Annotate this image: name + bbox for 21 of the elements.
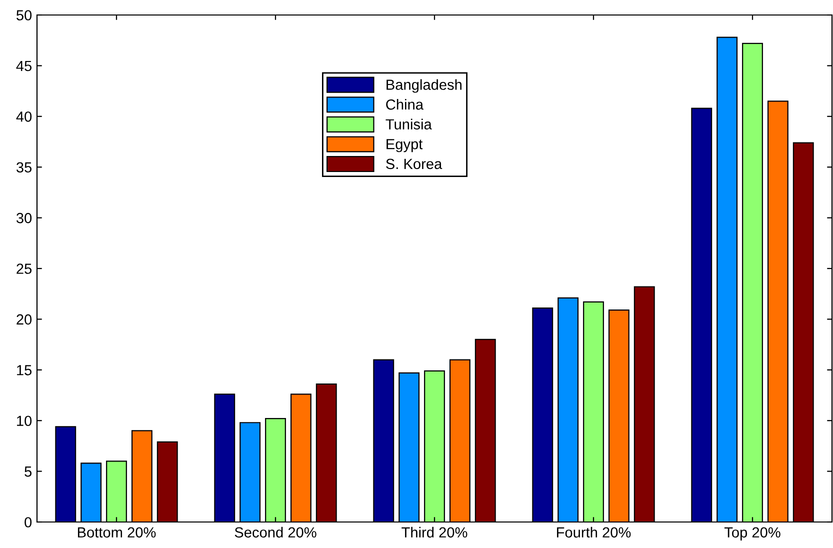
y-tick-label: 5: [24, 466, 32, 477]
legend-label: China: [386, 98, 424, 110]
x-tick-label: Third 20%: [402, 526, 468, 538]
x-tick-label: Top 20%: [724, 527, 780, 540]
y-tick-label: 50: [16, 10, 32, 20]
y-tick-label: 35: [16, 162, 32, 173]
x-tick-label: Fourth 20%: [557, 526, 631, 538]
y-tick-label: 15: [17, 365, 32, 376]
y-tick-label: 45: [16, 60, 32, 72]
legend-label: S. Korea: [386, 158, 442, 170]
y-tick-label: 30: [16, 212, 32, 224]
x-tick-label: Bottom 20%: [78, 527, 156, 538]
y-tick-label: 0: [24, 517, 32, 528]
legend-label: Tunisia: [386, 118, 432, 130]
x-tick-label: Second 20%: [234, 526, 316, 538]
y-tick-label: 25: [16, 264, 32, 274]
y-tick-label: 40: [16, 112, 32, 122]
y-tick-label: 10: [17, 416, 32, 426]
y-tick-label: 20: [16, 314, 32, 325]
legend-label: Egypt: [386, 139, 423, 152]
legend-label: Bangladesh: [386, 79, 462, 93]
